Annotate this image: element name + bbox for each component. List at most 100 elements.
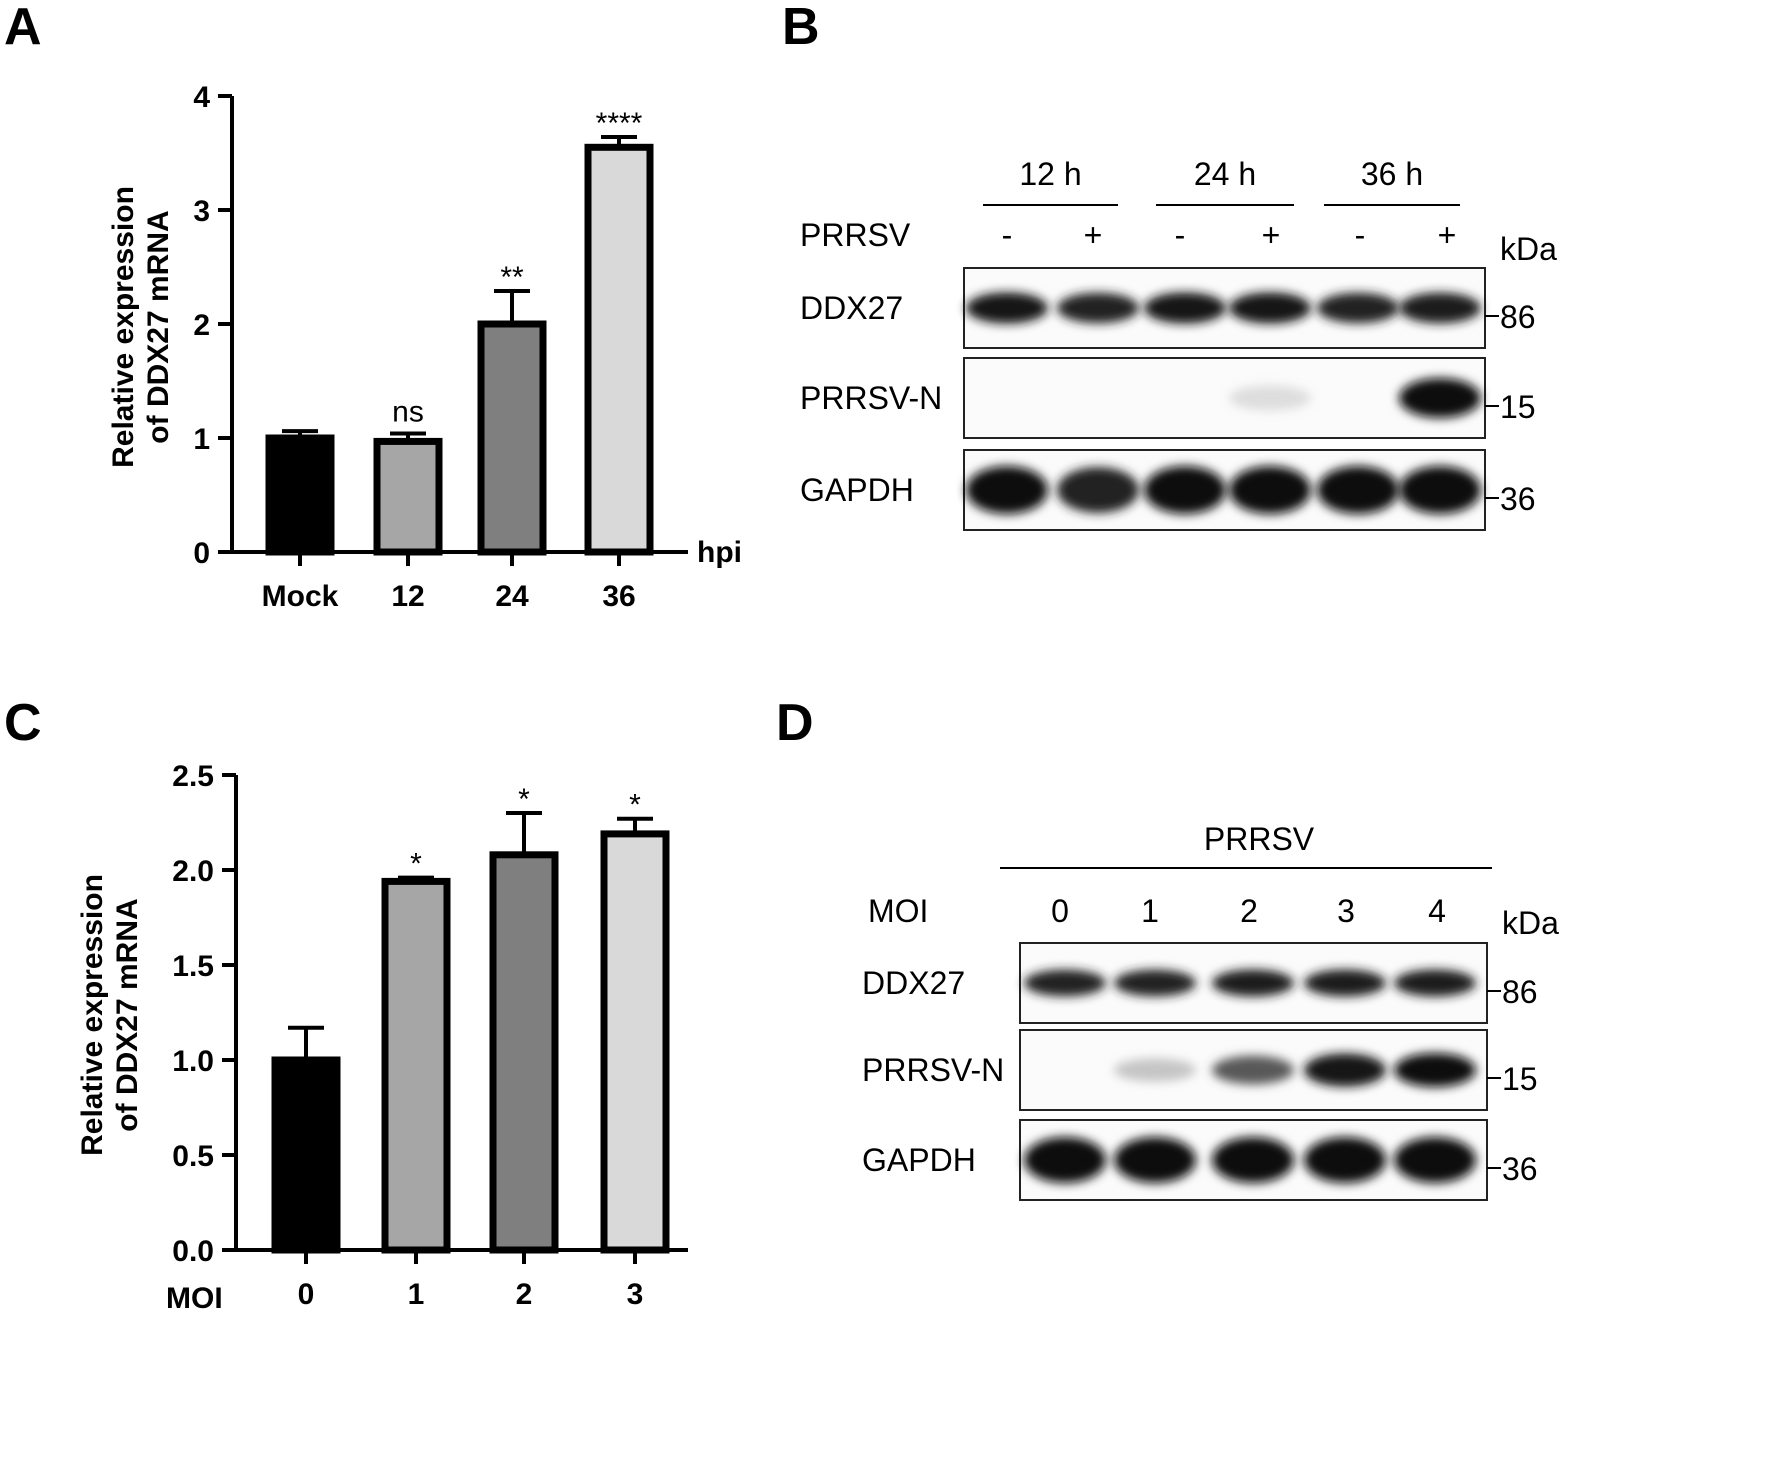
panel-b-row-ddx27: DDX27 86: [800, 267, 1536, 349]
panel-b-band: [1317, 466, 1399, 514]
panel-b-membrane: [963, 357, 1486, 439]
panel-a: A Relative expression of DDX27 mRNA 0123…: [4, 0, 742, 613]
panel-a-bar: [584, 143, 654, 556]
panel-c-significance-label: *: [518, 783, 530, 816]
panel-b-kda-label: kDa: [1500, 231, 1557, 267]
panel-a-xtick-label: 36: [602, 580, 635, 613]
panel-a-ylabel-line2: of DDX27 mRNA: [142, 210, 175, 443]
panel-d-band: [1394, 969, 1476, 997]
panel-c-ytick-label: 2.5: [172, 760, 214, 793]
panel-c-x-label: MOI: [166, 1282, 223, 1315]
panel-a-bar: [477, 320, 547, 556]
panel-a-x-unit: hpi: [697, 536, 742, 569]
panel-c-bar: [271, 1056, 341, 1254]
panel-d-row-label: DDX27: [862, 965, 965, 1001]
panel-b-lane-sign: +: [1438, 217, 1457, 253]
panel-b-band: [1144, 466, 1226, 514]
panel-d-band: [1212, 1055, 1294, 1085]
panel-b-marker-label: 15: [1500, 389, 1536, 425]
panel-a-ylabel-line1: Relative expression: [107, 186, 140, 468]
panel-b-band: [1229, 466, 1311, 514]
panel-c-bar: [489, 851, 559, 1254]
panel-b-marker-label: 36: [1500, 481, 1536, 517]
panel-d: D PRRSV MOI 0 1 2 3 4 kDa DDX27 86 PRRSV-N 15 GA…: [776, 694, 1559, 1201]
panel-b-band: [1399, 292, 1481, 324]
panel-d-band: [1024, 969, 1106, 997]
panel-b-band: [1229, 292, 1311, 324]
panel-d-band: [1394, 1137, 1476, 1183]
panel-b-lane-sign: -: [1175, 217, 1186, 253]
panel-b-band: [1399, 378, 1481, 418]
panel-d-moi-value: 0: [1051, 893, 1069, 929]
panel-a-xtick-label: 24: [495, 580, 529, 613]
panel-a-xtick-label: 12: [391, 580, 424, 613]
panel-d-band: [1304, 1137, 1386, 1183]
panel-d-row-prrsv-n: PRRSV-N 15: [862, 1029, 1538, 1111]
panel-a-ytick-label: 4: [193, 81, 210, 114]
panel-a-significance-label: ****: [596, 107, 643, 140]
panel-d-treatment-label: PRRSV: [1204, 821, 1315, 857]
panel-c-ytick-label: 2.0: [172, 855, 214, 888]
panel-c-xtick-label: 1: [408, 1278, 425, 1311]
panel-c-xtick-label: 2: [516, 1278, 533, 1311]
panel-b-blot: DDX27 86 PRRSV-N 15 GAPDH 36: [800, 267, 1536, 531]
panel-b-band: [1229, 385, 1311, 411]
panel-b-time-header: 24 h: [1194, 156, 1256, 192]
panel-b-lane-sign: +: [1084, 217, 1103, 253]
panel-b-row-label: GAPDH: [800, 472, 914, 508]
panel-d-moi-value: 3: [1337, 893, 1355, 929]
panel-d-band: [1114, 1058, 1196, 1082]
panel-a-y-axis-title: Relative expression of DDX27 mRNA: [107, 186, 175, 468]
panel-b-lane-signs: - + - + - +: [1002, 217, 1457, 253]
panel-c-ytick-label: 1.0: [172, 1045, 214, 1078]
panel-b-headers: 12 h 24 h 36 h: [983, 156, 1460, 206]
panel-d-marker-label: 36: [1502, 1151, 1538, 1187]
panel-c-bar: [600, 830, 670, 1254]
panel-d-band: [1024, 1137, 1106, 1183]
panel-c-ylabel-line1: Relative expression: [76, 874, 109, 1156]
panel-a-y-ticks: 0 1 2 3 4: [193, 81, 232, 570]
panel-d-band: [1114, 1137, 1196, 1183]
panel-b-band: [1144, 292, 1226, 324]
panel-b-band: [966, 292, 1048, 324]
panel-c-ytick-label: 1.5: [172, 950, 214, 983]
panel-b-row-label: DDX27: [800, 290, 903, 326]
panel-d-band: [1212, 1137, 1294, 1183]
panel-c-xtick-label: 0: [298, 1278, 315, 1311]
panel-b-row-label: PRRSV-N: [800, 380, 942, 416]
panel-a-bars: Mock 12 ns 24 ** 36 ****: [262, 107, 654, 613]
panel-a-xtick-label: Mock: [262, 580, 339, 613]
panel-d-moi-value: 1: [1141, 893, 1159, 929]
panel-letter-c: C: [4, 694, 42, 752]
panel-b-band: [1399, 466, 1481, 514]
panel-d-band: [1304, 969, 1386, 997]
panel-b-treatment-label: PRRSV: [800, 217, 911, 253]
panel-b-lane-sign: -: [1002, 217, 1013, 253]
panel-b-marker-label: 86: [1500, 299, 1536, 335]
panel-d-band: [1212, 969, 1294, 997]
panel-c-ylabel-line2: of DDX27 mRNA: [111, 898, 144, 1131]
panel-b: B 12 h 24 h 36 h PRRSV - + - + - + kDa DDX27 86 P…: [782, 0, 1557, 531]
panel-a-ytick-label: 1: [193, 423, 210, 456]
panel-a-ytick-label: 0: [193, 537, 210, 570]
panel-a-significance-label: ns: [392, 395, 424, 428]
panel-c-y-axis-title: Relative expression of DDX27 mRNA: [76, 874, 144, 1156]
panel-a-ytick-label: 2: [193, 309, 210, 342]
panel-d-moi-value: 4: [1428, 893, 1446, 929]
panel-d-band: [1394, 1053, 1476, 1087]
panel-d-row-gapdh: GAPDH 36: [862, 1119, 1538, 1201]
panel-d-moi-values: 0 1 2 3 4: [1051, 893, 1446, 929]
panel-a-bar: [265, 434, 335, 556]
panel-d-marker-label: 15: [1502, 1061, 1538, 1097]
panel-d-moi-label: MOI: [868, 893, 928, 929]
panel-a-ytick-label: 3: [193, 195, 210, 228]
panel-c-significance-label: *: [410, 848, 422, 881]
panel-d-row-ddx27: DDX27 86: [862, 942, 1538, 1024]
panel-letter-b: B: [782, 0, 820, 56]
panel-d-marker-label: 86: [1502, 974, 1538, 1010]
panel-c-y-ticks: 0.0 0.5 1.0 1.5 2.0 2.5: [172, 760, 236, 1268]
panel-b-band: [966, 466, 1048, 514]
panel-d-band: [1114, 969, 1196, 997]
panel-letter-d: D: [776, 694, 814, 752]
panel-letter-a: A: [4, 0, 42, 56]
